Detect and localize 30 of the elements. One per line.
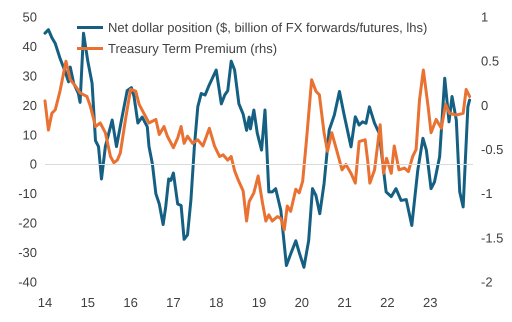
- y-tick-label: 20: [22, 98, 37, 113]
- x-tick-label: 18: [208, 295, 224, 310]
- y-tick-label: -10: [18, 186, 37, 202]
- y2-tick-label: 0.5: [481, 54, 500, 69]
- line-series: [44, 60, 472, 232]
- y-tick-label: 10: [22, 127, 37, 142]
- y2-tick-label: 1: [481, 10, 488, 24]
- y-tick-label: -30: [18, 245, 37, 260]
- legend-label: Treasury Term Premium (rhs): [108, 41, 278, 56]
- y-tick-label: -40: [18, 274, 37, 290]
- legend-label: Net dollar position ($, billion of FX forwards/futures, lhs): [108, 20, 428, 35]
- y2-tick-label: -0.5: [481, 142, 504, 157]
- y2-tick-label: -2: [481, 274, 493, 290]
- x-tick-label: 23: [422, 295, 438, 310]
- x-tick-label: 16: [123, 295, 138, 310]
- x-tick-label: 17: [166, 295, 181, 310]
- y-tick-label: -20: [18, 216, 37, 231]
- y2-tick-label: -1: [481, 186, 493, 202]
- x-tick-label: 22: [380, 295, 395, 310]
- y-tick-label: 0: [30, 156, 37, 172]
- y-tick-label: 50: [22, 10, 37, 24]
- x-tick-label: 20: [294, 295, 310, 310]
- y-tick-label: 30: [22, 68, 37, 84]
- x-tick-label: 14: [38, 295, 52, 310]
- x-tick-label: 15: [80, 295, 96, 310]
- y2-tick-label: 0: [481, 98, 488, 113]
- y-tick-label: 40: [22, 38, 37, 54]
- x-tick-label: 21: [337, 295, 352, 310]
- y2-tick-label: -1.5: [481, 230, 504, 246]
- x-tick-label: 19: [252, 295, 266, 310]
